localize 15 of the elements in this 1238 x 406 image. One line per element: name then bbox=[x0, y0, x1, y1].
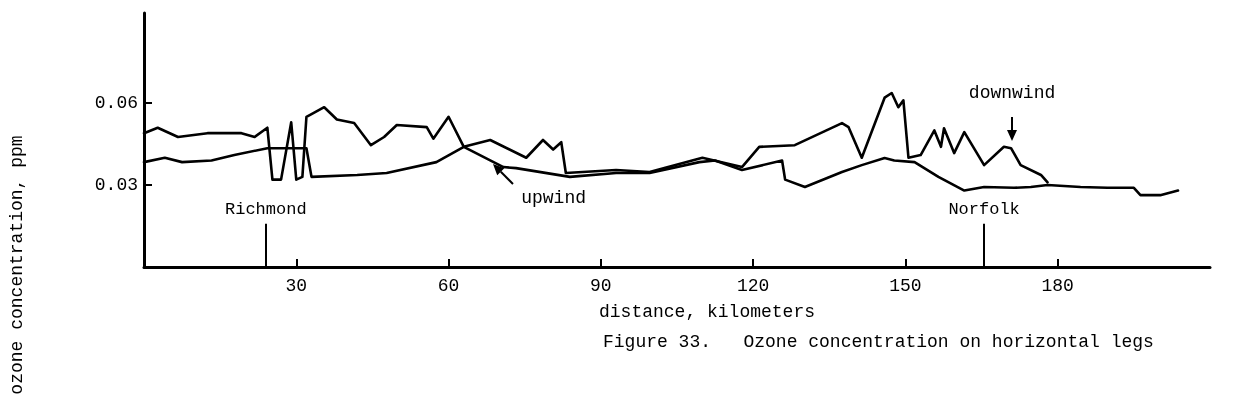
x-tick-label: 30 bbox=[285, 276, 308, 296]
y-tick-label: 0.03 bbox=[94, 175, 138, 196]
x-tick-label: 90 bbox=[590, 276, 612, 296]
ref-line-label: Norfolk bbox=[948, 199, 1020, 219]
y-tick-label: 0.06 bbox=[94, 93, 138, 114]
x-tick-label: 60 bbox=[437, 276, 460, 296]
x-tick-label: 150 bbox=[889, 276, 922, 296]
text: Figure 33. Ozone concentration on horizontal legs bbox=[603, 332, 1154, 352]
y-axis-title: ozone concentration, ppm bbox=[7, 135, 27, 395]
x-axis-title: distance, kilometers bbox=[598, 302, 816, 322]
ref-line-label: Richmond bbox=[225, 199, 307, 219]
x-tick-label: 120 bbox=[736, 276, 770, 296]
annotation: upwind bbox=[521, 188, 586, 209]
annotation: downwind bbox=[968, 82, 1056, 103]
x-tick-label: 180 bbox=[1041, 276, 1074, 296]
